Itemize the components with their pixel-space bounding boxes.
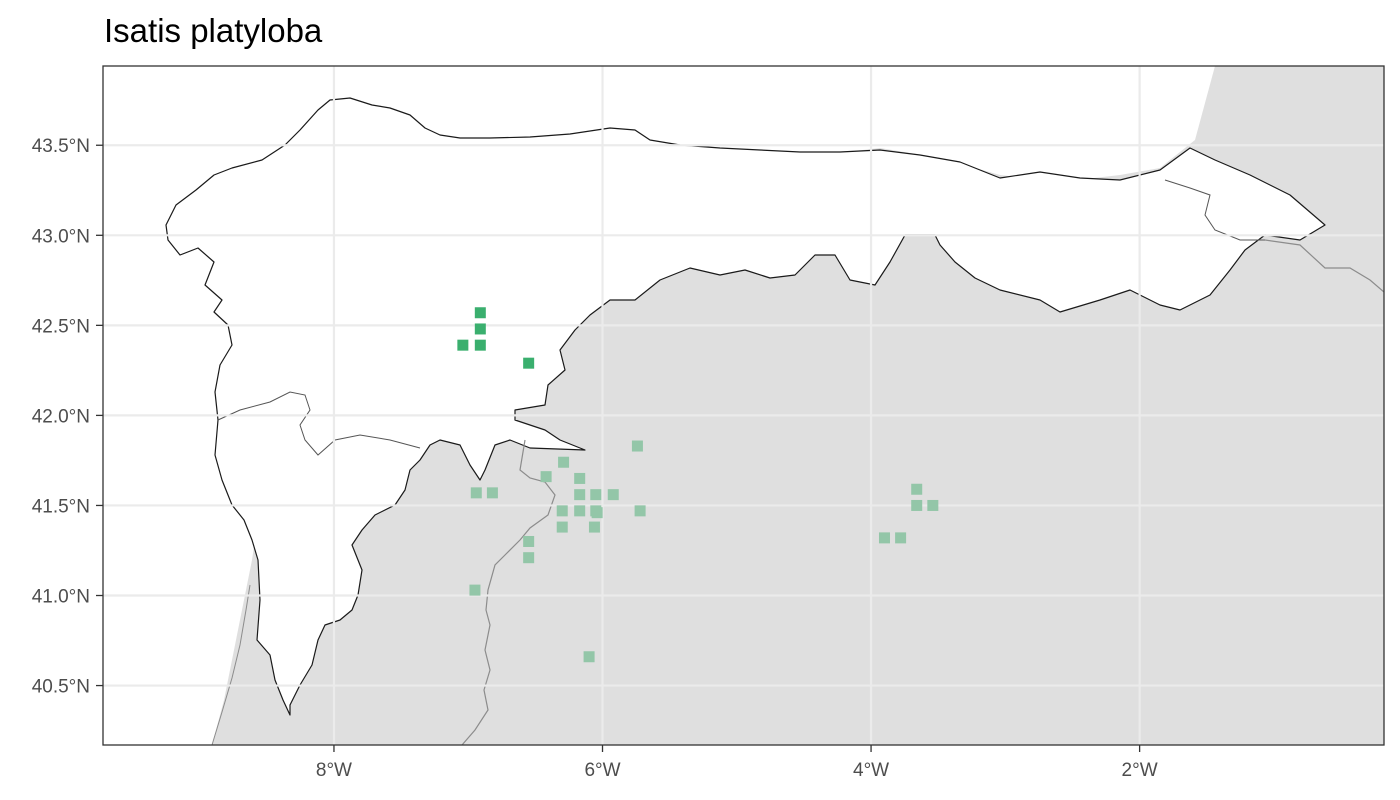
occurrence-point (574, 505, 586, 517)
region-inner-boundary-east (1164, 179, 1265, 241)
y-tick-label: 41.0°N (32, 587, 90, 608)
y-tick-label: 41.5°N (32, 496, 90, 517)
occurrence-point (607, 489, 619, 501)
occurrence-point (470, 487, 482, 499)
occurrence-point (523, 535, 535, 547)
y-tick-label: 42.5°N (32, 316, 90, 337)
occurrence-point (574, 472, 586, 484)
map-title: Isatis platyloba (104, 12, 323, 49)
occurrence-point (631, 440, 643, 452)
y-tick-label: 42.0°N (32, 406, 90, 427)
occurrence-point (469, 584, 481, 596)
y-tick-label: 43.0°N (32, 226, 90, 247)
x-axis: 8°W 6°W 4°W 2°W (316, 745, 1158, 781)
y-tick-label: 43.5°N (32, 136, 90, 157)
occurrence-point (457, 339, 469, 351)
occurrence-point (556, 505, 568, 517)
x-tick-label: 8°W (316, 760, 352, 781)
occurrence-point (558, 456, 570, 468)
occurrence-point (474, 307, 486, 319)
occurrence-points (457, 307, 939, 663)
occurrence-point (591, 507, 603, 519)
occurrence-point (474, 323, 486, 335)
occurrence-point (590, 489, 602, 501)
occurrence-point (878, 532, 890, 544)
study-region (165, 97, 1326, 716)
region-inner-boundary (217, 391, 421, 456)
occurrence-point (911, 499, 923, 511)
occurrence-point (583, 651, 595, 663)
occurrence-point (634, 505, 646, 517)
x-tick-label: 4°W (853, 760, 889, 781)
panel-border (102, 65, 1385, 746)
x-tick-label: 6°W (584, 760, 620, 781)
occurrence-point (588, 521, 600, 533)
y-tick-label: 40.5°N (32, 677, 90, 698)
occurrence-point (911, 483, 923, 495)
occurrence-point (523, 552, 535, 564)
occurrence-point (927, 499, 939, 511)
gridlines (103, 66, 1384, 745)
occurrence-point (486, 487, 498, 499)
occurrence-point (574, 489, 586, 501)
occurrence-point (474, 339, 486, 351)
occurrence-point (540, 471, 552, 483)
coastline-west (211, 584, 251, 745)
occurrence-point (556, 521, 568, 533)
y-axis: 43.5°N 43.0°N 42.5°N 42.0°N 41.5°N 41.0°N 40.5… (32, 136, 103, 698)
country-border-france (1264, 239, 1384, 293)
x-tick-label: 2°W (1122, 760, 1158, 781)
occurrence-point (895, 532, 907, 544)
occurrence-point (523, 357, 535, 369)
